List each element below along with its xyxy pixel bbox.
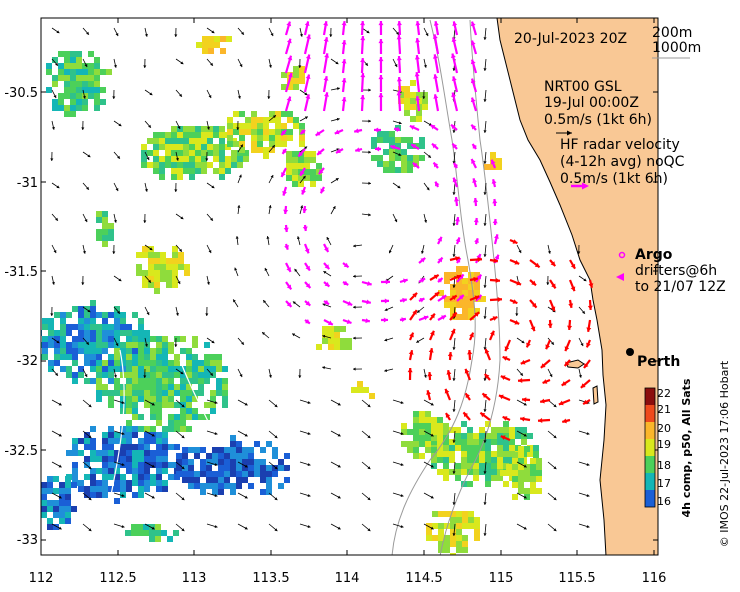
y-tick-label: -33: [17, 533, 38, 548]
colorbar-tick: 17: [657, 477, 671, 490]
y-tick-label: -31.5: [4, 265, 38, 280]
isobath-lines: [109, 19, 501, 555]
radar-averaging: (4-12h avg) noQC: [560, 154, 685, 170]
y-tick-label: -32: [17, 354, 38, 369]
radar-legend: HF radar velocity (4-12h avg) noQC 0.5m/…: [560, 137, 685, 190]
x-tick-label: 114.5: [405, 571, 442, 586]
y-tick-label: -31: [17, 176, 38, 191]
colorbar-tick: 20: [657, 422, 671, 435]
perth-marker: [626, 348, 634, 356]
model-name: NRT00 GSL: [544, 79, 622, 95]
sst-patches: [41, 36, 542, 555]
rottnest-island: [565, 359, 585, 369]
city-label: Perth: [637, 354, 680, 370]
y-tick-label: -32.5: [4, 444, 38, 459]
y-axis: -30.5 -31 -31.5 -32 -32.5 -33: [4, 86, 38, 548]
current-vectors: [50, 20, 594, 536]
y-tick-label: -30.5: [4, 86, 38, 101]
colorbar-tick: 21: [657, 403, 671, 416]
x-tick-label: 114: [335, 571, 360, 586]
radar-title: HF radar velocity: [560, 137, 680, 153]
colorbar-tick: 19: [657, 438, 671, 451]
x-tick-label: 115: [489, 571, 514, 586]
model-scale: 0.5m/s (1kt 6h): [544, 112, 652, 128]
drifter-label: drifters@6h: [635, 263, 717, 279]
drifter-time: to 21/07 12Z: [635, 279, 726, 295]
credit-text: © IMOS 22-Jul-2023 17:06 Hobart: [718, 360, 731, 547]
colorbar-title: 4h comp, p50, All Sats: [680, 378, 693, 517]
colorbar-tick: 22: [657, 387, 671, 400]
argo-legend: Argo drifters@6h to 21/07 12Z: [616, 247, 726, 295]
x-tick-label: 113.5: [252, 571, 289, 586]
drifter-marker-icon: [616, 273, 624, 281]
model-time: 19-Jul 00:00Z: [544, 95, 639, 111]
argo-marker-icon: [618, 251, 626, 259]
colorbar-tick: 16: [657, 495, 671, 508]
model-legend: NRT00 GSL 19-Jul 00:00Z 0.5m/s (1kt 6h): [544, 79, 652, 136]
argo-label: Argo: [635, 247, 673, 263]
colorbar-tick: 18: [657, 459, 671, 472]
colorbar: 22 21 20 19 18 17 16 4h comp, p50, All S…: [644, 378, 693, 517]
isobath-label-200: 200m: [652, 25, 692, 41]
x-tick-label: 113: [182, 571, 207, 586]
x-axis: 112 112.5 113 113.5 114 114.5 115 115.5 …: [29, 571, 667, 586]
date-title: 20-Jul-2023 20Z: [514, 31, 627, 47]
garden-island: [592, 385, 599, 405]
radar-scale: 0.5m/s (1kt 6h): [560, 171, 668, 187]
x-tick-label: 112.5: [99, 571, 136, 586]
x-tick-label: 115.5: [558, 571, 595, 586]
plot-frame: [40, 17, 659, 556]
x-tick-label: 116: [642, 571, 667, 586]
x-tick-label: 112: [29, 571, 54, 586]
isobath-label-1000: 1000m: [652, 40, 701, 56]
